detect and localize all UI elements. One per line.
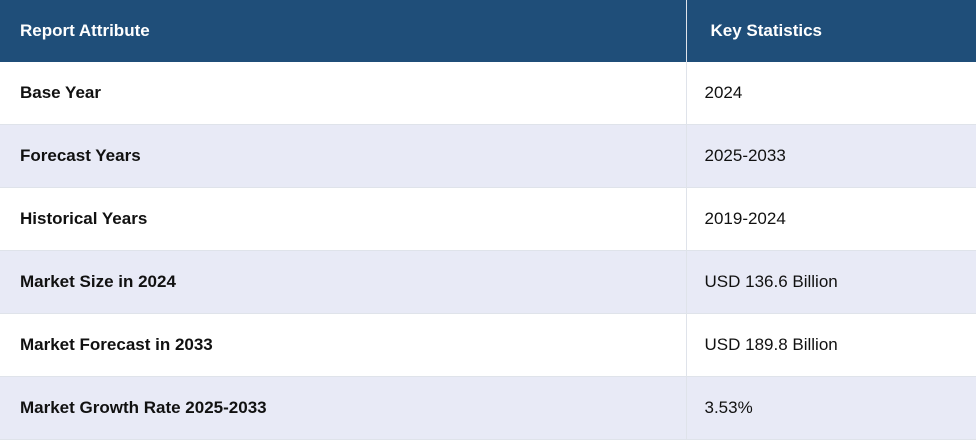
value-cell: USD 136.6 Billion <box>686 250 976 314</box>
attribute-cell: Historical Years <box>0 187 687 251</box>
table-row: Market Growth Rate 2025-2033 3.53% <box>0 376 976 440</box>
attribute-cell: Market Size in 2024 <box>0 250 687 314</box>
value-cell: 2024 <box>686 62 976 125</box>
header-cell: Key Statistics <box>686 0 976 62</box>
table-row: Market Size in 2024 USD 136.6 Billion <box>0 250 976 314</box>
table-row: Historical Years 2019-2024 <box>0 187 976 251</box>
attribute-cell: Market Growth Rate 2025-2033 <box>0 376 687 440</box>
header-cell: Report Attribute <box>0 0 687 62</box>
value-cell: 2019-2024 <box>686 187 976 251</box>
value-cell: USD 189.8 Billion <box>686 313 976 377</box>
attribute-cell: Forecast Years <box>0 124 687 188</box>
table-row: Base Year 2024 <box>0 62 976 125</box>
attribute-cell: Market Forecast in 2033 <box>0 313 687 377</box>
table-body: Base Year 2024 Forecast Years 2025-2033 Hist… <box>0 62 976 440</box>
table-row: Market Forecast in 2033 USD 189.8 Billion <box>0 313 976 377</box>
table-row: Forecast Years 2025-2033 <box>0 124 976 188</box>
attribute-cell: Base Year <box>0 62 687 125</box>
value-cell: 2025-2033 <box>686 124 976 188</box>
value-cell: 3.53% <box>686 376 976 440</box>
header-row: Report Attribute Key Statistics <box>0 0 976 62</box>
